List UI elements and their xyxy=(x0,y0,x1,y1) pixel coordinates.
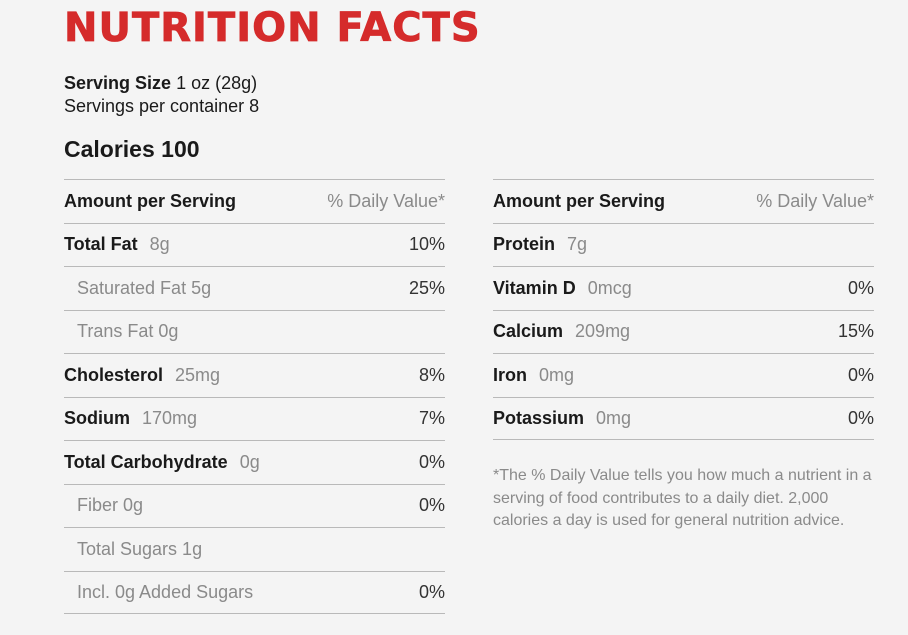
serving-size-value: 1 oz (28g) xyxy=(176,73,258,93)
daily-value: 0% xyxy=(418,451,445,472)
table-row: Saturated Fat 5g 25% xyxy=(64,266,445,310)
daily-value: 0% xyxy=(847,407,874,428)
table-row: Protein 7g xyxy=(493,222,874,267)
nutrient-amount: 7g xyxy=(567,234,588,255)
nutrient-amount: 25mg xyxy=(175,364,221,385)
nutrient-amount: 0mcg xyxy=(587,277,632,298)
table-row: Trans Fat 0g xyxy=(64,309,445,354)
serving-size-label: Serving Size xyxy=(64,73,172,93)
table-row: Sodium 170mg 7% xyxy=(64,396,445,441)
table-row: Vitamin D 0mcg 0% xyxy=(493,266,874,310)
amount-per-serving-label: Amount per Serving xyxy=(64,190,237,211)
calories: Calories 100 xyxy=(64,136,200,162)
nutrient-name: Total Carbohydrate xyxy=(64,451,228,472)
table-row: Total Sugars 1g xyxy=(64,527,445,571)
page-title: NUTRITION FACTS xyxy=(64,5,481,51)
sub-nutrient: Fiber 0g xyxy=(77,495,144,516)
sub-nutrient: Trans Fat 0g xyxy=(77,321,179,342)
nutrient-amount: 8g xyxy=(149,234,170,255)
nutrient-amount: 209mg xyxy=(575,321,631,342)
right-nutrient-table: Amount per Serving % Daily Value* Protei… xyxy=(493,179,874,440)
table-row: Iron 0mg 0% xyxy=(493,353,874,397)
nutrient-amount: 170mg xyxy=(142,408,198,429)
nutrient-amount: 0g xyxy=(239,451,260,472)
serving-info: Serving Size 1 oz (28g) Servings per con… xyxy=(64,72,259,118)
table-row: Fiber 0g 0% xyxy=(64,483,445,528)
daily-value-header: % Daily Value* xyxy=(756,190,874,211)
table-header: Amount per Serving % Daily Value* xyxy=(493,179,874,223)
sub-nutrient: Saturated Fat 5g xyxy=(77,277,212,298)
table-header: Amount per Serving % Daily Value* xyxy=(64,179,445,223)
daily-value: 0% xyxy=(847,277,874,298)
daily-value-footnote: *The % Daily Value tells you how much a … xyxy=(493,467,872,529)
daily-value: 0% xyxy=(847,364,874,385)
nutrient-name: Protein xyxy=(493,234,556,255)
nutrient-name: Total Fat xyxy=(64,234,138,255)
nutrient-name: Sodium xyxy=(64,408,130,429)
nutrient-amount: 0mg xyxy=(596,407,632,428)
amount-per-serving-label: Amount per Serving xyxy=(493,190,666,211)
nutrient-name: Vitamin D xyxy=(493,277,576,298)
daily-value-header: % Daily Value* xyxy=(327,190,445,211)
servings-per-container: Servings per container 8 xyxy=(64,96,260,116)
table-row: Potassium 0mg 0% xyxy=(493,396,874,440)
nutrient-amount: 0mg xyxy=(539,364,575,385)
nutrient-name: Cholesterol xyxy=(64,364,164,385)
table-row: Cholesterol 25mg 8% xyxy=(64,353,445,397)
nutrient-name: Iron xyxy=(493,364,527,385)
daily-value: 8% xyxy=(418,364,445,385)
table-row: Incl. 0g Added Sugars 0% xyxy=(64,570,445,614)
daily-value: 15% xyxy=(837,321,874,342)
left-nutrient-table: Amount per Serving % Daily Value* Total … xyxy=(64,179,445,614)
nutrient-name: Potassium xyxy=(493,407,585,428)
table-row: Total Fat 8g 10% xyxy=(64,222,445,267)
sub-nutrient: Incl. 0g Added Sugars xyxy=(77,581,254,602)
daily-value: 7% xyxy=(418,408,445,429)
nutrient-name: Calcium xyxy=(493,321,564,342)
table-row: Calcium 209mg 15% xyxy=(493,309,874,354)
daily-value: 10% xyxy=(408,234,445,255)
daily-value: 0% xyxy=(418,581,445,602)
daily-value: 0% xyxy=(418,495,445,516)
sub-nutrient: Total Sugars 1g xyxy=(77,538,203,559)
serving-size: Serving Size 1 oz (28g) xyxy=(64,72,259,95)
daily-value: 25% xyxy=(408,277,445,298)
table-row: Total Carbohydrate 0g 0% xyxy=(64,440,445,484)
